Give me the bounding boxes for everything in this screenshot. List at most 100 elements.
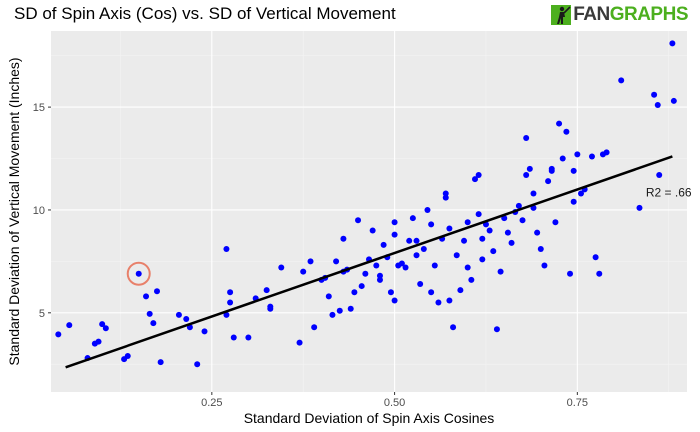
scatter-point [442,190,449,197]
scatter-point [479,256,486,263]
y-axis-ticks: 5 10 15 [33,102,51,320]
scatter-point [574,151,581,158]
scatter-point [618,77,625,84]
scatter-point [230,334,237,341]
scatter-point [227,299,234,306]
scatter-point [493,326,500,333]
scatter-point [523,171,530,178]
scatter-point [391,219,398,226]
scatter-point [351,289,358,296]
scatter-point [124,353,131,360]
scatter-point [362,270,369,277]
scatter-point [402,264,409,271]
scatter-point [464,264,471,271]
scatter-point [417,281,424,288]
scatter-point [475,211,482,218]
fangraphs-logo: FAN GRAPHS [551,4,689,26]
scatter-point [175,311,182,318]
scatter-point [66,322,73,329]
scatter-point [428,221,435,228]
scatter-point [194,361,201,368]
scatter-point [387,289,394,296]
scatter-point [435,299,442,306]
logo-graphs-text: GRAPHS [609,4,689,25]
scatter-point [656,171,663,178]
scatter-point [300,268,307,275]
scatter-point [603,149,610,156]
scatter-point [515,202,522,209]
scatter-point [413,252,420,259]
r2-annotation: R2 = .66 [646,185,692,199]
scatter-point [461,237,468,244]
scatter-point [567,270,574,277]
scatter-point [446,297,453,304]
scatter-point [670,97,677,104]
major-gridlines [51,31,687,392]
logo-fan-text: FAN [573,4,610,25]
scatter-point [428,289,435,296]
scatter-point [278,264,285,271]
scatter-point [431,262,438,269]
scatter-point [183,315,190,322]
scatter-point [508,239,515,246]
scatter-point [376,276,383,283]
scatter-point [391,231,398,238]
scatter-point [497,268,504,275]
scatter-point [446,225,453,232]
scatter-point [519,217,526,224]
scatter-point [355,217,362,224]
scatter-point [406,237,413,244]
scatter-point [369,227,376,234]
scatter-point [347,305,354,312]
y-tick-label: 10 [33,205,45,217]
plot-panel [51,31,687,392]
scatter-point [336,307,343,314]
scatter-point [223,311,230,318]
x-tick-label: 0.75 [567,397,588,409]
y-axis-title: Standard Deviation of Vertical Movement … [6,57,22,365]
minor-gridlines [51,31,687,392]
scatter-point [358,283,365,290]
scatter-point [420,246,427,253]
scatter-point [534,229,541,236]
scatter-point [526,165,533,172]
scatter-point [296,339,303,346]
scatter-point [651,91,658,98]
scatter-point [592,254,599,261]
scatter-point [457,287,464,294]
scatter-point [523,134,530,141]
scatter-point [409,215,416,222]
scatter-point [157,359,164,366]
scatter-point [143,293,150,300]
scatter-point [530,190,537,197]
scatter-point [654,102,661,109]
scatter-point [398,260,405,267]
data-points [55,40,677,368]
scatter-point [563,128,570,135]
scatter-point [490,248,497,255]
scatter-point [263,287,270,294]
scatter-point [373,262,380,269]
scatter-point [95,338,102,345]
scatter-point [340,235,347,242]
trend-line [65,155,673,369]
x-tick-label: 0.50 [384,397,405,409]
scatter-point [486,227,493,234]
scatter-point [146,310,153,317]
scatter-point [588,153,595,160]
y-tick-label: 15 [33,102,45,114]
scatter-point [55,331,62,338]
scatter-point [135,270,142,277]
scatter-point [380,241,387,248]
scatter-point [413,237,420,244]
chart-title: SD of Spin Axis (Cos) vs. SD of Vertical… [14,4,396,23]
scatter-point [636,204,643,211]
scatter-point [475,171,482,178]
scatter-point [453,252,460,259]
scatter-point [468,276,475,283]
highlight-circle [126,261,151,286]
scatter-point [545,178,552,185]
scatter-point [424,206,431,213]
scatter-point [325,293,332,300]
